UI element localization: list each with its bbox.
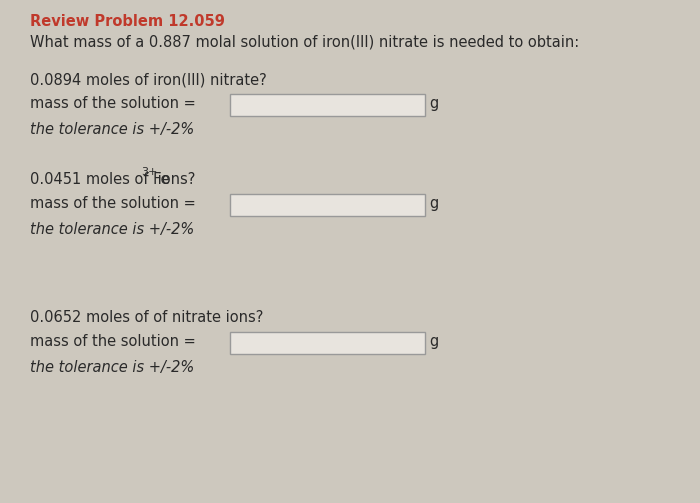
Text: mass of the solution =: mass of the solution = (30, 96, 200, 111)
Text: the tolerance is +/-2%: the tolerance is +/-2% (30, 122, 195, 137)
FancyBboxPatch shape (230, 194, 425, 216)
FancyBboxPatch shape (230, 332, 425, 354)
Text: mass of the solution =: mass of the solution = (30, 334, 200, 349)
Text: 0.0894 moles of iron(III) nitrate?: 0.0894 moles of iron(III) nitrate? (30, 72, 267, 87)
Text: 0.0451 moles of Fe: 0.0451 moles of Fe (30, 172, 169, 187)
Text: the tolerance is +/-2%: the tolerance is +/-2% (30, 360, 195, 375)
Text: ions?: ions? (153, 172, 195, 187)
Text: 0.0652 moles of of nitrate ions?: 0.0652 moles of of nitrate ions? (30, 310, 263, 325)
Text: g: g (429, 196, 438, 211)
Text: g: g (429, 96, 438, 111)
Text: g: g (429, 334, 438, 349)
Text: Review Problem 12.059: Review Problem 12.059 (30, 14, 225, 29)
Text: 3+: 3+ (141, 167, 158, 177)
Text: mass of the solution =: mass of the solution = (30, 196, 200, 211)
Text: What mass of a 0.887 molal solution of iron(III) nitrate is needed to obtain:: What mass of a 0.887 molal solution of i… (30, 34, 580, 49)
Text: the tolerance is +/-2%: the tolerance is +/-2% (30, 222, 195, 237)
FancyBboxPatch shape (230, 94, 425, 116)
